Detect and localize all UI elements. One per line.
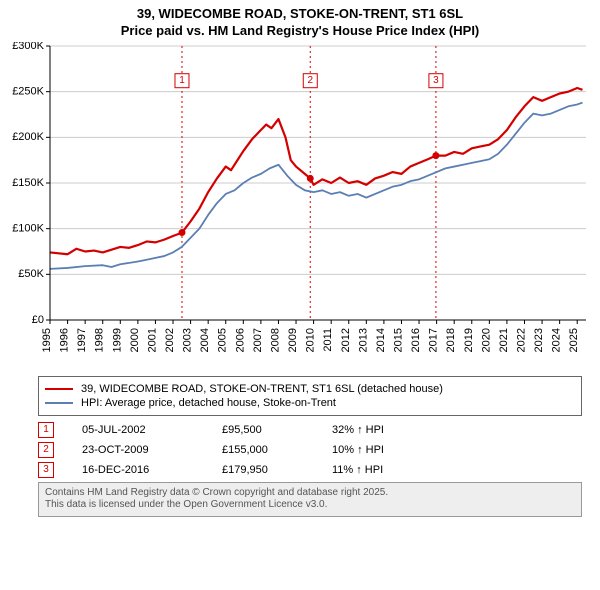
svg-text:2018: 2018 <box>445 328 457 352</box>
svg-text:2020: 2020 <box>480 328 492 352</box>
footer-line-2: This data is licensed under the Open Gov… <box>45 499 575 512</box>
svg-text:2013: 2013 <box>357 328 369 352</box>
svg-text:2003: 2003 <box>182 328 194 352</box>
svg-text:2025: 2025 <box>568 328 580 352</box>
svg-text:2007: 2007 <box>252 328 264 352</box>
svg-text:1997: 1997 <box>76 328 88 352</box>
svg-text:1999: 1999 <box>111 328 123 352</box>
svg-text:£50K: £50K <box>18 268 44 280</box>
svg-text:2022: 2022 <box>515 328 527 352</box>
event-delta: 11% ↑ HPI <box>332 464 383 476</box>
svg-text:2023: 2023 <box>533 328 545 352</box>
svg-text:2000: 2000 <box>129 328 141 352</box>
svg-text:1: 1 <box>179 75 185 86</box>
svg-text:£200K: £200K <box>12 131 44 143</box>
legend-swatch <box>45 388 73 390</box>
event-table: 1 05-JUL-2002£95,50032% ↑ HPI 2 23-OCT-2009… <box>38 422 582 478</box>
event-date: 23-OCT-2009 <box>82 444 222 456</box>
svg-text:2011: 2011 <box>322 328 334 352</box>
svg-text:2021: 2021 <box>498 328 510 352</box>
svg-text:2017: 2017 <box>428 328 440 352</box>
legend-item: 39, WIDECOMBE ROAD, STOKE-ON-TRENT, ST1 … <box>45 383 575 395</box>
svg-text:£250K: £250K <box>12 85 44 97</box>
svg-text:2019: 2019 <box>463 328 475 352</box>
event-marker: 1 <box>38 422 54 438</box>
svg-text:2006: 2006 <box>234 328 246 352</box>
event-row: 2 23-OCT-2009£155,00010% ↑ HPI <box>38 442 582 458</box>
event-date: 16-DEC-2016 <box>82 464 222 476</box>
svg-text:1996: 1996 <box>59 328 71 352</box>
event-delta: 10% ↑ HPI <box>332 444 384 456</box>
svg-text:2001: 2001 <box>146 328 158 352</box>
svg-text:£150K: £150K <box>12 177 44 189</box>
svg-text:2005: 2005 <box>217 328 229 352</box>
chart-area: £0 £50K £100K £150K £200K £250K £300K 1995 1996 1… <box>0 42 600 372</box>
event-marker: 2 <box>38 442 54 458</box>
legend-label: 39, WIDECOMBE ROAD, STOKE-ON-TRENT, ST1 … <box>81 383 443 395</box>
event-date: 05-JUL-2002 <box>82 424 222 436</box>
svg-text:2016: 2016 <box>410 328 422 352</box>
svg-text:£300K: £300K <box>12 42 44 52</box>
svg-text:2: 2 <box>307 75 313 86</box>
svg-text:2002: 2002 <box>164 328 176 352</box>
svg-text:1998: 1998 <box>94 328 106 352</box>
event-price: £95,500 <box>222 424 332 436</box>
svg-text:3: 3 <box>433 75 439 86</box>
event-marker: 3 <box>38 462 54 478</box>
svg-text:2024: 2024 <box>551 328 563 352</box>
svg-text:2008: 2008 <box>269 328 281 352</box>
legend: 39, WIDECOMBE ROAD, STOKE-ON-TRENT, ST1 … <box>38 376 582 416</box>
event-price: £179,950 <box>222 464 332 476</box>
svg-text:£100K: £100K <box>12 222 44 234</box>
legend-label: HPI: Average price, detached house, Stok… <box>81 397 336 409</box>
footer-line-1: Contains HM Land Registry data © Crown c… <box>45 487 575 500</box>
attribution-footer: Contains HM Land Registry data © Crown c… <box>38 482 582 517</box>
event-price: £155,000 <box>222 444 332 456</box>
svg-text:2015: 2015 <box>392 328 404 352</box>
event-delta: 32% ↑ HPI <box>332 424 384 436</box>
svg-text:1995: 1995 <box>41 328 53 352</box>
svg-text:2012: 2012 <box>340 328 352 352</box>
line-chart: £0 £50K £100K £150K £200K £250K £300K 1995 1996 1… <box>0 42 600 372</box>
chart-title: 39, WIDECOMBE ROAD, STOKE-ON-TRENT, ST1 … <box>0 0 600 23</box>
svg-text:£0: £0 <box>32 314 44 326</box>
chart-subtitle: Price paid vs. HM Land Registry's House … <box>0 23 600 42</box>
legend-item: HPI: Average price, detached house, Stok… <box>45 397 575 409</box>
legend-swatch <box>45 402 73 404</box>
svg-text:2014: 2014 <box>375 328 387 352</box>
svg-text:2004: 2004 <box>199 328 211 352</box>
event-row: 1 05-JUL-2002£95,50032% ↑ HPI <box>38 422 582 438</box>
svg-text:2009: 2009 <box>287 328 299 352</box>
svg-text:2010: 2010 <box>305 328 317 352</box>
event-row: 3 16-DEC-2016£179,95011% ↑ HPI <box>38 462 582 478</box>
